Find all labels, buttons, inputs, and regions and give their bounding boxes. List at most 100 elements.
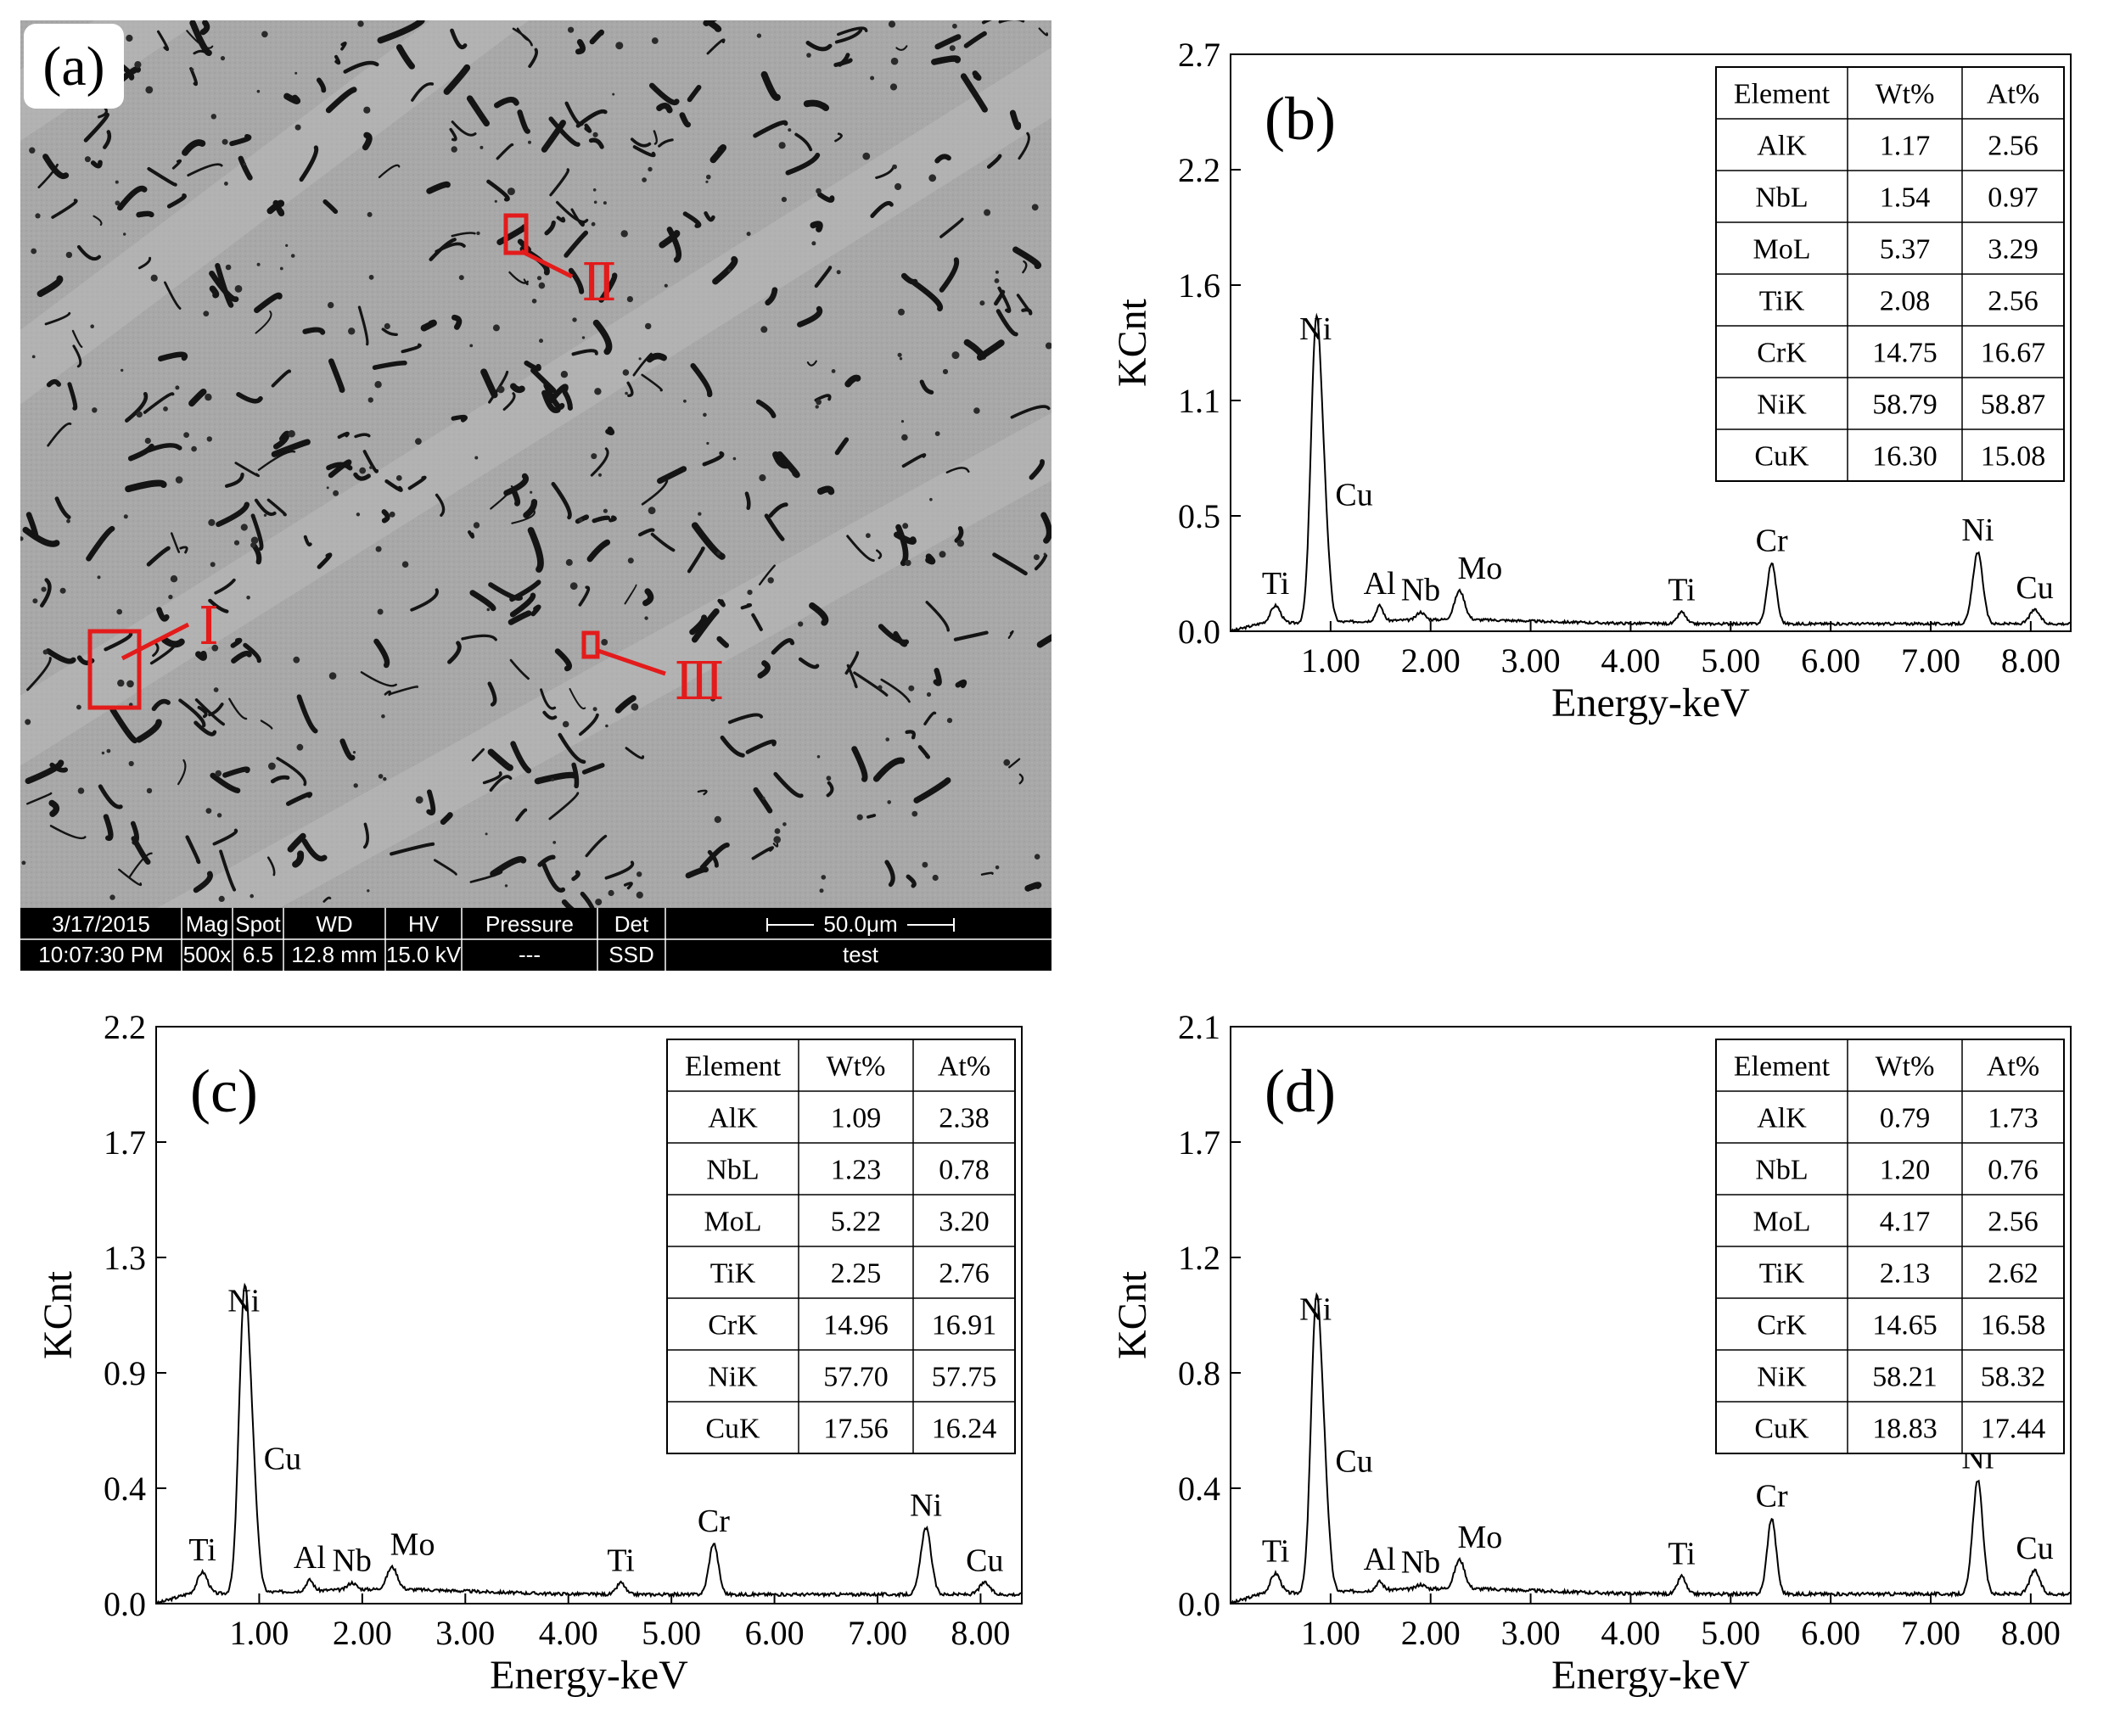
eds-chart-d: 0.0 0.4 0.8 1.2 1.7 2.1 1.00 2.00 3.00 4.00 5.00 6.… (1095, 993, 2088, 1722)
peak-label: Ti (1262, 566, 1289, 602)
peak-label: Mo (1457, 551, 1502, 586)
precipitate-dot (205, 393, 212, 401)
precipitate-dot (128, 760, 134, 767)
interdendritic-phase (435, 493, 446, 517)
interdendritic-phase (199, 20, 210, 36)
precipitate-dot (781, 197, 788, 203)
interdendritic-phase (390, 842, 435, 856)
composition-table: Element Wt% At% AlK 1.17 2.56 NbL 1.54 0.97 MoL 5.… (1715, 66, 2065, 482)
x-tick-label: 2.00 (333, 1614, 392, 1652)
precipitate-dot (250, 542, 256, 548)
x-tick-label: 4.00 (1601, 1614, 1660, 1652)
interdendritic-phase (36, 275, 64, 298)
precipitate-dot (367, 889, 370, 893)
table-cell: 2.13 (1880, 1258, 1931, 1290)
precipitate-dot (892, 164, 897, 170)
info-date: 3/17/2015 (52, 911, 150, 937)
precipitate-dot (552, 841, 557, 844)
interdendritic-phase (772, 841, 779, 848)
interdendritic-phase (317, 552, 333, 569)
interdendritic-phase (272, 434, 289, 450)
interdendritic-phase (541, 120, 566, 153)
interdendritic-phase (753, 787, 773, 814)
precipitate-dot (995, 270, 999, 274)
y-tick-label: 0.0 (1178, 613, 1220, 651)
precipitate-dot (984, 209, 991, 216)
interdendritic-phase (353, 472, 371, 481)
interdendritic-phase (271, 439, 311, 457)
precipitate-dot (115, 180, 119, 184)
interdendritic-phase (939, 217, 964, 238)
precipitate-dot (664, 283, 668, 288)
interdendritic-phase (548, 116, 580, 147)
precipitate-dot (819, 888, 824, 893)
precipitate-dot (831, 369, 836, 373)
precipitate-dot (572, 317, 577, 322)
precipitate-dot (949, 45, 956, 52)
precipitate-dot (706, 441, 709, 445)
precipitate-dot (246, 596, 250, 600)
interdendritic-phase (851, 746, 868, 782)
interdendritic-phase (953, 630, 989, 641)
precipitate-dot (826, 776, 832, 781)
precipitate-dot (601, 639, 608, 646)
precipitate-dot (288, 429, 295, 438)
interdendritic-phase (933, 668, 942, 686)
interdendritic-phase (93, 215, 103, 227)
interdendritic-phase (816, 485, 835, 496)
y-tick-label: 2.7 (1178, 36, 1220, 74)
interdendritic-phase (440, 812, 453, 826)
precipitate-dot (215, 770, 222, 777)
table-cell: 58.87 (1981, 389, 2046, 421)
interdendritic-phase (147, 167, 177, 187)
interdendritic-phase (598, 272, 618, 303)
precipitate-dot (250, 893, 255, 899)
y-tick-label: 2.2 (1178, 151, 1220, 189)
precipitate-dot (368, 274, 374, 280)
info-time: 10:07:30 PM (38, 942, 163, 967)
interdendritic-phase (285, 792, 313, 806)
peak-label: Cu (966, 1543, 1003, 1578)
interdendritic-phase (866, 814, 877, 819)
precipitate-dot (1045, 342, 1052, 350)
precipitate-dot (473, 522, 480, 529)
table-cell: AlK (1757, 1103, 1807, 1134)
precipitate-dot (899, 357, 903, 361)
interdendritic-phase (551, 482, 572, 520)
precipitate-dot (65, 251, 73, 259)
precipitate-dot (594, 388, 602, 395)
interdendritic-phase (963, 31, 987, 48)
interdendritic-phase (222, 766, 250, 778)
interdendritic-phase (156, 30, 170, 52)
interdendritic-phase (228, 697, 248, 720)
interdendritic-phase (537, 854, 556, 867)
precipitate-dot (136, 411, 143, 418)
interdendritic-phase (179, 546, 188, 554)
interdendritic-phase (487, 748, 513, 771)
interdendritic-phase (103, 130, 112, 149)
precipitate-dot (476, 231, 480, 236)
precipitate-dot (485, 832, 488, 836)
region-marker-II: Ⅱ (503, 213, 617, 312)
interdendritic-phase (271, 369, 292, 388)
info-name-value: test (843, 942, 879, 967)
interdendritic-phase (363, 822, 369, 849)
interdendritic-phase (707, 849, 719, 868)
peak-label: Cu (1335, 1443, 1372, 1479)
panel-label: (c) (190, 1057, 258, 1125)
interdendritic-phase (76, 244, 101, 261)
interdendritic-phase (136, 210, 154, 218)
precipitate-dot (486, 608, 491, 612)
interdendritic-phase (496, 143, 514, 160)
interdendritic-phase (488, 582, 523, 601)
eds-chart-b: 0.0 0.5 1.1 1.6 2.2 2.7 1.00 2.00 3.00 4.00 5.00 6.… (1095, 20, 2088, 750)
interdendritic-phase (995, 309, 1018, 337)
precipitate-dot (369, 466, 373, 469)
interdendritic-phase (963, 339, 987, 360)
interdendritic-phase (530, 604, 541, 617)
precipitate-dot (644, 616, 648, 620)
precipitate-dot (190, 68, 194, 71)
interdendritic-phase (254, 498, 277, 517)
interdendritic-phase (384, 690, 391, 697)
interdendritic-phase (166, 193, 187, 209)
